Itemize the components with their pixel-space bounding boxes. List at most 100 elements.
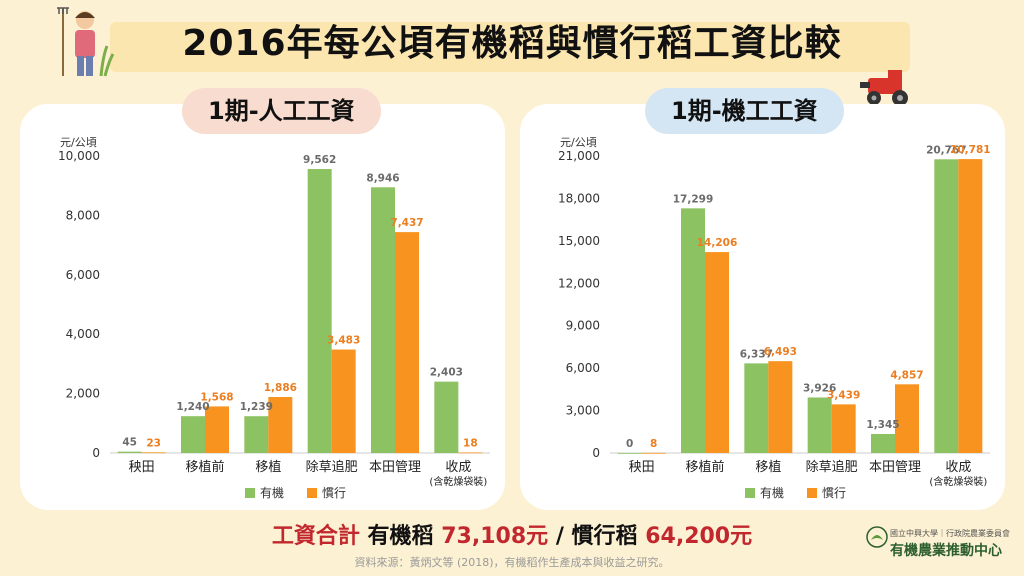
total-organic-label: 有機稻	[367, 524, 434, 549]
bar-organic	[871, 433, 895, 453]
x-category-label: 移植前	[685, 459, 724, 475]
y-tick-label: 2,000	[66, 387, 100, 401]
data-label-organic: 9,562	[303, 154, 336, 166]
bar-conventional	[705, 252, 729, 453]
x-category-label: 本田管理	[369, 460, 421, 475]
x-category-label: 移植	[755, 460, 781, 475]
legend-label-conventional: 慣行	[322, 485, 346, 500]
x-category-note: (含乾燥袋裝)	[429, 475, 487, 488]
bar-organic	[307, 169, 332, 453]
total-label: 工資合計	[271, 524, 360, 549]
data-label-conventional: 1,568	[200, 391, 233, 403]
data-label-conventional: 4,857	[890, 369, 923, 381]
x-category-label: 收成	[445, 460, 471, 475]
bar-organic	[934, 159, 959, 453]
bar-organic	[181, 416, 205, 453]
y-tick-label: 15,000	[558, 234, 600, 248]
data-label-conventional: 23	[146, 437, 161, 449]
x-category-note: (含乾燥袋裝)	[929, 475, 987, 488]
y-tick-label: 18,000	[558, 191, 600, 205]
legend-swatch-organic	[745, 488, 755, 498]
legend-label-conventional: 慣行	[822, 485, 846, 500]
x-category-label: 移植	[255, 460, 281, 475]
y-tick-label: 6,000	[566, 361, 600, 375]
total-organic-value: 73,108元	[441, 524, 549, 549]
page-title: 2016年每公頃有機稻與慣行稻工資比較	[182, 23, 842, 64]
y-axis-unit-label: 元/公頃	[60, 136, 97, 149]
x-category-label: 秧田	[629, 460, 655, 475]
y-tick-label: 0	[592, 446, 600, 460]
bar-conventional	[641, 452, 666, 454]
bar-conventional	[205, 406, 229, 453]
bar-organic	[807, 397, 832, 453]
legend-swatch-conventional	[307, 488, 317, 498]
data-label-organic: 20,767	[926, 144, 967, 156]
bar-organic	[617, 453, 642, 454]
data-label-organic: 8,946	[366, 172, 399, 184]
data-label-conventional: 8	[650, 438, 657, 450]
x-category-label: 除草追肥	[806, 459, 858, 475]
data-label-organic: 0	[626, 438, 633, 450]
bar-organic	[371, 187, 395, 453]
data-label-organic: 1,240	[176, 401, 209, 413]
total-separator: /	[555, 524, 564, 549]
bar-conventional	[768, 361, 793, 453]
legend-label-organic: 有機	[760, 485, 784, 500]
x-category-label: 秧田	[129, 460, 155, 475]
y-tick-label: 6,000	[66, 268, 100, 282]
y-tick-label: 21,000	[558, 149, 600, 163]
y-tick-label: 3,000	[566, 404, 600, 418]
total-conventional-label: 慣行稻	[571, 524, 638, 549]
logo-org-line: 國立中興大學｜行政院農業委員會	[890, 529, 1010, 538]
tractor-illustration	[860, 70, 908, 106]
logo-center-name: 有機農業推動中心	[890, 543, 1002, 559]
y-tick-label: 8,000	[66, 208, 100, 222]
chart-manual-labor: 元/公頃 0 2,000 4,000 6,000 8,000 10,000 45 23 秧田 1,2…	[58, 136, 490, 500]
legend-swatch-conventional	[807, 488, 817, 498]
source-note: 資料來源：黃炳文等 (2018)，有機稻作生產成本與收益之研究。	[354, 556, 670, 569]
data-label-conventional: 1,886	[264, 382, 297, 394]
data-label-organic: 6,337	[740, 348, 773, 360]
logo-emblem	[866, 526, 888, 548]
y-tick-label: 0	[92, 446, 100, 460]
y-tick-label: 9,000	[566, 319, 600, 333]
data-label-organic: 17,299	[673, 193, 714, 205]
legend-swatch-organic	[245, 488, 255, 498]
data-label-organic: 45	[122, 437, 137, 449]
data-label-organic: 1,345	[866, 419, 899, 431]
legend-label-organic: 有機	[260, 485, 284, 500]
y-axis-unit-label: 元/公頃	[560, 136, 597, 149]
data-label-organic: 1,239	[240, 401, 273, 413]
data-label-conventional: 14,206	[697, 237, 738, 249]
data-label-organic: 3,926	[803, 382, 836, 394]
x-category-label: 收成	[945, 460, 971, 475]
y-tick-label: 10,000	[58, 149, 100, 163]
bar-conventional	[141, 452, 166, 454]
bar-organic	[117, 451, 142, 453]
x-category-label: 本田管理	[869, 460, 921, 475]
bar-conventional	[831, 404, 856, 453]
bar-organic	[681, 208, 705, 453]
data-label-conventional: 20,781	[950, 144, 991, 156]
total-conventional-value: 64,200元	[645, 524, 753, 549]
bar-organic	[744, 363, 769, 453]
data-label-conventional: 6,493	[764, 346, 797, 358]
chart-title-manual: 1期-人工工資	[182, 88, 381, 134]
bar-conventional	[895, 384, 919, 453]
bar-conventional	[331, 349, 356, 453]
bar-conventional	[458, 452, 483, 454]
chart-title-machine: 1期-機工工資	[645, 88, 844, 134]
data-label-organic: 2,403	[430, 367, 463, 379]
data-label-conventional: 3,439	[827, 389, 860, 401]
bar-organic	[244, 416, 269, 453]
farmer-illustration	[57, 7, 115, 77]
x-category-label: 移植前	[185, 459, 224, 475]
bar-organic	[434, 381, 459, 453]
wage-total: 工資合計 有機稻 73,108元 / 慣行稻 64,200元	[0, 518, 1024, 550]
bar-conventional	[958, 159, 983, 453]
y-tick-label: 12,000	[558, 276, 600, 290]
data-label-conventional: 7,437	[390, 217, 423, 229]
data-label-conventional: 18	[463, 437, 478, 449]
x-category-label: 除草追肥	[306, 459, 358, 475]
y-tick-label: 4,000	[66, 327, 100, 341]
